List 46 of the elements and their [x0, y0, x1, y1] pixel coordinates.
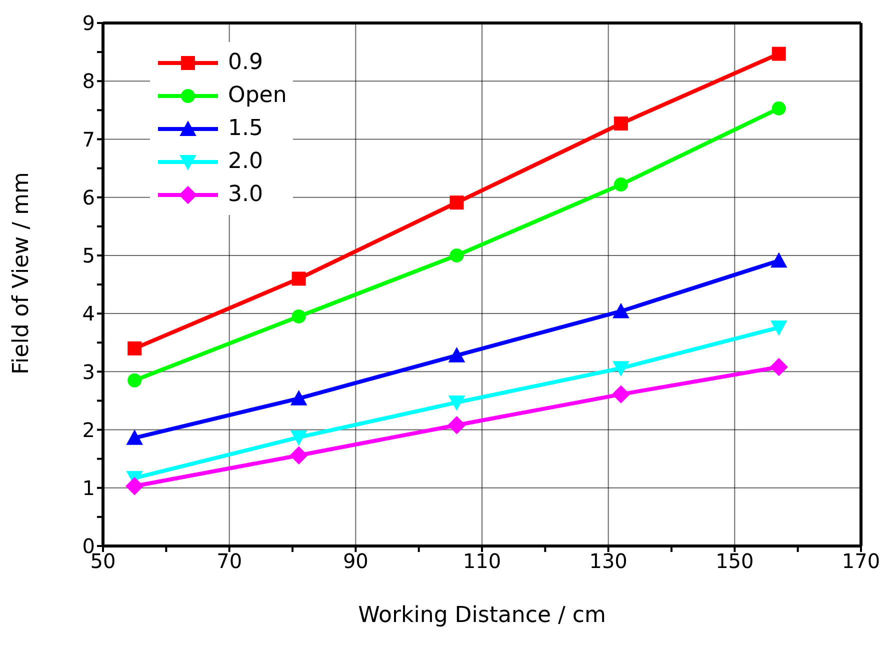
y-tick-label: 8 [82, 69, 95, 94]
x-tick-label: 70 [216, 549, 242, 574]
legend-label: 0.9 [228, 50, 263, 75]
point [450, 248, 464, 262]
legend-label: 3.0 [228, 182, 263, 207]
legend-label: 1.5 [228, 116, 263, 141]
y-tick-label: 6 [82, 185, 95, 210]
point [448, 346, 466, 362]
point [448, 395, 466, 411]
point [292, 309, 306, 324]
point [290, 430, 308, 446]
point [614, 178, 628, 192]
y-tick-label: 7 [82, 127, 95, 152]
point [612, 361, 630, 377]
y-tick-label: 1 [82, 476, 95, 500]
point [450, 196, 464, 210]
point [290, 446, 308, 464]
point [128, 373, 142, 388]
point [770, 358, 788, 376]
x-tick-label: 170 [842, 549, 880, 574]
x-tick-label: 110 [462, 549, 502, 574]
point [612, 302, 630, 318]
point [770, 320, 788, 336]
point [290, 390, 308, 406]
point [614, 116, 628, 131]
x-axis-title: Working Distance / cm [358, 603, 606, 628]
point [125, 477, 144, 496]
legend-label: Open [228, 83, 287, 108]
x-tick-label: 130 [589, 549, 628, 574]
point [772, 101, 786, 116]
y-tick-label: 2 [82, 418, 95, 442]
point [128, 341, 142, 356]
y-tick-label: 3 [82, 360, 95, 384]
point [448, 416, 466, 434]
y-tick-label: 9 [82, 11, 95, 36]
y-tick-label: 5 [82, 244, 95, 268]
point [292, 272, 306, 286]
x-tick-label: 90 [342, 549, 368, 574]
point [770, 252, 788, 268]
y-tick-label: 4 [82, 302, 95, 326]
x-tick-label: 150 [716, 549, 754, 574]
point [772, 46, 786, 61]
y-axis-title: Field of View / mm [8, 172, 34, 374]
point [612, 385, 630, 404]
legend-label: 2.0 [228, 149, 263, 174]
point [126, 430, 143, 445]
